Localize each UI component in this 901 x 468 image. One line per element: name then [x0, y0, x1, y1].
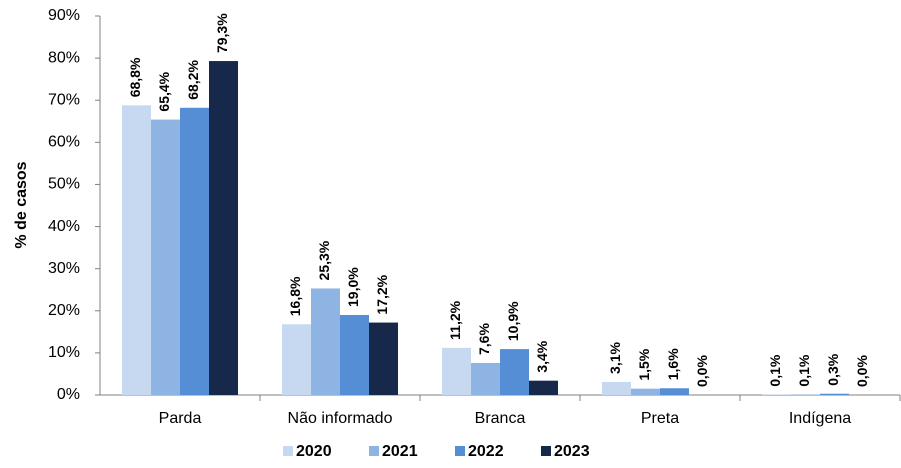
value-label: 3,4%	[534, 340, 550, 372]
x-tick-label: Branca	[475, 410, 526, 427]
value-label: 0,0%	[694, 355, 710, 387]
bar	[529, 380, 558, 395]
bar	[151, 119, 180, 396]
legend-label: 2021	[382, 443, 418, 460]
y-tick-label: 30%	[48, 260, 80, 277]
value-label: 79,3%	[214, 13, 230, 53]
bar	[820, 393, 849, 395]
bar	[500, 349, 529, 395]
legend-swatch	[455, 446, 465, 456]
y-tick-label: 10%	[48, 344, 80, 361]
y-tick-label: 0%	[57, 386, 80, 403]
bar	[369, 322, 398, 395]
bar	[631, 388, 660, 395]
value-label: 1,6%	[665, 348, 681, 380]
bar	[180, 107, 209, 396]
x-tick-label: Preta	[641, 410, 679, 427]
bar	[122, 105, 151, 395]
value-label: 0,0%	[854, 355, 870, 387]
bar	[282, 324, 311, 395]
value-label: 0,1%	[796, 354, 812, 386]
legend-label: 2022	[468, 443, 504, 460]
value-label: 19,0%	[345, 267, 361, 307]
value-label: 0,1%	[767, 354, 783, 386]
y-tick-label: 40%	[48, 218, 80, 235]
value-label: 0,3%	[825, 353, 841, 385]
y-tick-label: 60%	[48, 134, 80, 151]
value-label: 68,8%	[127, 57, 143, 97]
bar	[442, 347, 471, 395]
legend-swatch	[369, 446, 379, 456]
bar	[340, 314, 369, 395]
y-tick-label: 70%	[48, 91, 80, 108]
value-label: 11,2%	[447, 300, 463, 339]
value-label: 7,6%	[476, 323, 492, 355]
y-axis-label: % de casos	[13, 161, 30, 248]
value-label: 16,8%	[287, 276, 303, 316]
value-label: 10,9%	[505, 301, 521, 341]
legend-swatch	[541, 446, 551, 456]
value-label: 68,2%	[185, 60, 201, 100]
value-label: 25,3%	[316, 240, 332, 280]
legend-swatch	[283, 446, 293, 456]
bar	[209, 61, 238, 395]
x-tick-label: Indígena	[789, 410, 851, 427]
value-label: 65,4%	[156, 71, 172, 111]
bar	[660, 388, 689, 395]
y-tick-label: 50%	[48, 176, 80, 193]
legend-label: 2023	[554, 443, 590, 460]
value-label: 17,2%	[374, 274, 390, 314]
legend-label: 2020	[296, 443, 332, 460]
y-tick-label: 80%	[48, 49, 80, 66]
bar	[311, 288, 340, 395]
value-label: 1,5%	[636, 348, 652, 380]
bar	[602, 381, 631, 395]
bar	[471, 362, 500, 395]
value-label: 3,1%	[607, 341, 623, 373]
x-tick-label: Não informado	[288, 410, 393, 427]
y-tick-label: 90%	[48, 7, 80, 24]
y-tick-label: 20%	[48, 302, 80, 319]
x-tick-label: Parda	[159, 410, 202, 427]
